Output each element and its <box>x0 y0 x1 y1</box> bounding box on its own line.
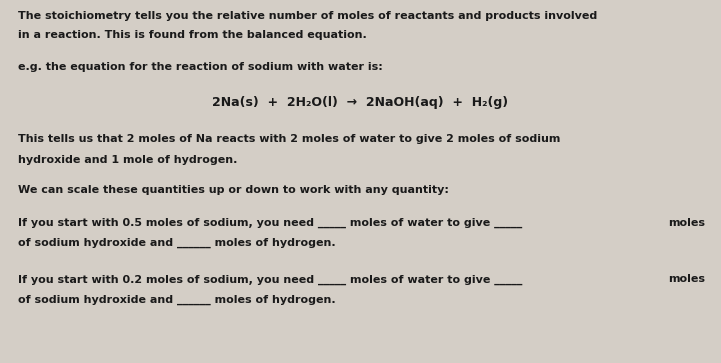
Text: We can scale these quantities up or down to work with any quantity:: We can scale these quantities up or down… <box>18 185 449 195</box>
Text: The stoichiometry tells you the relative number of moles of reactants and produc: The stoichiometry tells you the relative… <box>18 11 597 21</box>
Text: in a reaction. This is found from the balanced equation.: in a reaction. This is found from the ba… <box>18 30 367 40</box>
Text: moles: moles <box>668 274 705 285</box>
Text: 2Na(s)  +  2H₂O(l)  →  2NaOH(aq)  +  H₂(g): 2Na(s) + 2H₂O(l) → 2NaOH(aq) + H₂(g) <box>213 96 508 109</box>
Text: If you start with 0.5 moles of sodium, you need _____ moles of water to give ___: If you start with 0.5 moles of sodium, y… <box>18 218 522 228</box>
Text: This tells us that 2 moles of Na reacts with 2 moles of water to give 2 moles of: This tells us that 2 moles of Na reacts … <box>18 134 560 144</box>
Text: e.g. the equation for the reaction of sodium with water is:: e.g. the equation for the reaction of so… <box>18 62 383 73</box>
Text: of sodium hydroxide and ______ moles of hydrogen.: of sodium hydroxide and ______ moles of … <box>18 295 336 305</box>
Text: moles: moles <box>668 218 705 228</box>
Text: If you start with 0.2 moles of sodium, you need _____ moles of water to give ___: If you start with 0.2 moles of sodium, y… <box>18 274 523 285</box>
Text: of sodium hydroxide and ______ moles of hydrogen.: of sodium hydroxide and ______ moles of … <box>18 238 336 248</box>
Text: hydroxide and 1 mole of hydrogen.: hydroxide and 1 mole of hydrogen. <box>18 155 237 165</box>
